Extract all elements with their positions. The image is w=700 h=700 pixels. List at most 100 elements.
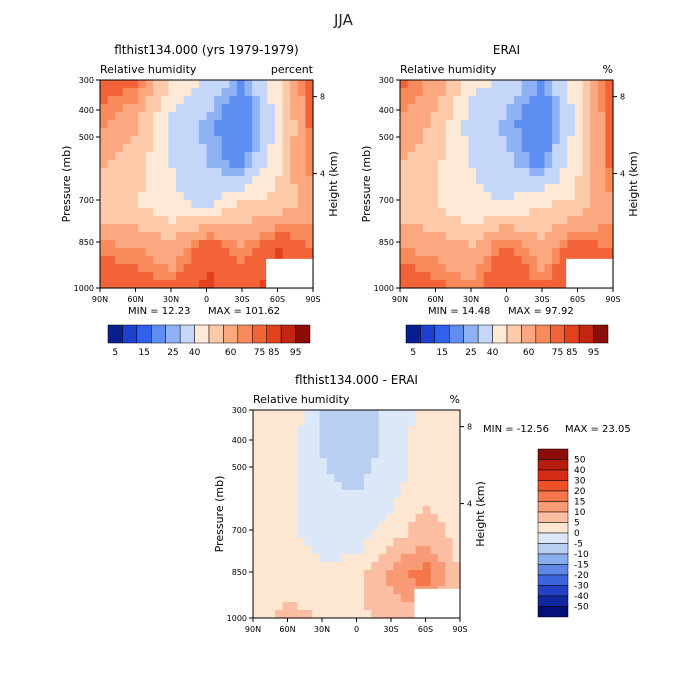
- heatmap-cell: [422, 192, 432, 201]
- heatmap-cell: [386, 570, 395, 579]
- heatmap-cell: [445, 280, 454, 289]
- colorbar-swatch: [165, 324, 181, 344]
- heatmap-cell: [597, 248, 606, 257]
- heatmap-cell: [244, 120, 253, 129]
- heatmap-cell: [430, 144, 439, 153]
- heatmap-cell: [452, 506, 461, 515]
- heatmap-cell: [289, 482, 298, 491]
- heatmap-cell: [191, 192, 200, 201]
- heatmap-cell: [438, 144, 447, 153]
- heatmap-cell: [529, 96, 538, 105]
- heatmap-cell: [371, 610, 380, 619]
- heatmap-cell: [415, 160, 424, 169]
- heatmap-cell: [191, 80, 200, 89]
- heatmap-cell: [544, 248, 553, 257]
- heatmap-cell: [430, 128, 439, 137]
- heatmap-cell: [415, 104, 424, 113]
- heatmap-cell: [437, 490, 446, 499]
- heatmap-cell: [476, 120, 485, 129]
- heatmap-cell: [221, 176, 230, 185]
- heatmap-cell: [590, 80, 599, 89]
- heatmap-cell: [282, 184, 291, 193]
- heatmap-cell: [582, 160, 591, 169]
- heatmap-cell: [514, 128, 523, 137]
- heatmap-cell: [400, 434, 409, 443]
- heatmap-cell: [145, 216, 154, 225]
- heatmap-cell: [260, 466, 269, 475]
- heatmap-cell: [183, 104, 192, 113]
- heatmap-cell: [282, 538, 291, 547]
- heatmap-cell: [138, 264, 147, 273]
- heatmap-cell: [574, 152, 584, 161]
- heatmap-cell: [408, 554, 417, 563]
- heatmap-cell: [582, 224, 591, 233]
- heatmap-cell: [290, 96, 299, 105]
- heatmap-cell: [160, 240, 170, 249]
- heatmap-cell: [483, 272, 492, 281]
- heatmap-cell: [415, 570, 424, 579]
- heatmap-cell: [145, 200, 154, 209]
- heatmap-cell: [319, 522, 328, 531]
- heatmap-cell: [138, 192, 147, 201]
- heatmap-cell: [445, 498, 454, 507]
- heatmap-cell: [437, 514, 446, 523]
- heatmap-cell: [567, 208, 576, 217]
- heatmap-cell: [176, 216, 185, 225]
- heatmap-cell: [407, 144, 416, 153]
- heatmap-cell: [115, 120, 124, 129]
- heatmap-cell: [253, 538, 261, 547]
- heatmap-cell: [312, 506, 321, 515]
- heatmap-cell: [438, 80, 447, 89]
- heatmap-cell: [582, 120, 591, 129]
- heatmap-cell: [282, 88, 291, 97]
- heatmap-cell: [498, 264, 508, 273]
- heatmap-cell: [334, 530, 343, 539]
- heatmap-cell: [453, 136, 462, 145]
- heatmap-cell: [498, 136, 508, 145]
- heatmap-cell: [160, 256, 170, 265]
- heatmap-cell: [122, 240, 132, 249]
- heatmap-cell: [107, 112, 116, 121]
- heatmap-cell: [267, 530, 276, 539]
- heatmap-cell: [198, 200, 208, 209]
- heatmap-cell: [393, 450, 402, 459]
- heatmap-cell: [552, 152, 561, 161]
- heatmap-cell: [176, 208, 185, 217]
- heatmap-cell: [267, 160, 276, 169]
- heatmap-cell: [297, 248, 306, 257]
- heatmap-cell: [289, 410, 298, 419]
- heatmap-cell: [460, 176, 470, 185]
- heatmap-cell: [438, 208, 447, 217]
- heatmap-cell: [130, 112, 139, 121]
- heatmap-cell: [386, 466, 395, 475]
- heatmap-cell: [514, 184, 523, 193]
- heatmap-cell: [536, 232, 546, 241]
- heatmap-cell: [168, 184, 177, 193]
- heatmap-cell: [341, 466, 350, 475]
- heatmap-cell: [400, 498, 409, 507]
- heatmap-cell: [430, 96, 439, 105]
- heatmap-cell: [422, 176, 432, 185]
- x-tick-label: 90S: [305, 295, 320, 304]
- heatmap-cell: [236, 256, 246, 265]
- heatmap-cell: [445, 128, 454, 137]
- heatmap-cell: [100, 128, 109, 137]
- heatmap-cell: [259, 96, 268, 105]
- heatmap-cell: [214, 248, 223, 257]
- heatmap-cell: [153, 136, 162, 145]
- heatmap-cell: [408, 514, 417, 523]
- heatmap-cell: [176, 184, 185, 193]
- heatmap-cell: [567, 96, 576, 105]
- heatmap-cell: [422, 120, 432, 129]
- heatmap-cell: [386, 450, 395, 459]
- colorbar-swatch: [537, 585, 569, 597]
- heatmap-cell: [259, 224, 268, 233]
- heatmap-cell: [153, 88, 162, 97]
- heatmap-cell: [312, 610, 321, 619]
- colorbar-swatch: [295, 324, 311, 344]
- heatmap-cell: [491, 152, 500, 161]
- heatmap-cell: [275, 530, 284, 539]
- heatmap-cell: [341, 570, 350, 579]
- heatmap-cell: [445, 136, 454, 145]
- heatmap-cell: [491, 264, 500, 273]
